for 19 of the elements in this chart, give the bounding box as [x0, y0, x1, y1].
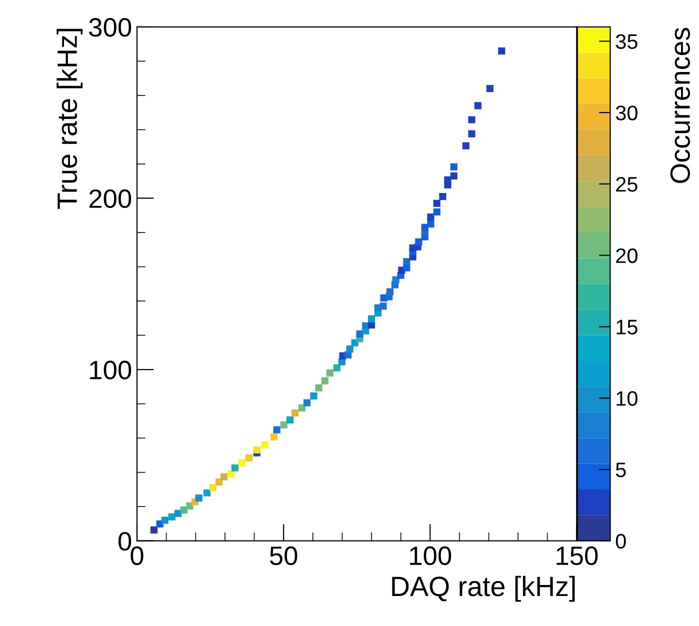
x-tick-label: 0 [130, 546, 144, 566]
x-axis-title: DAQ rate [kHz] [392, 576, 575, 602]
color-bar-label: 20 [616, 248, 638, 264]
y-axis-title: True rate [kHz] [56, 28, 83, 209]
color-bar-label: 15 [616, 320, 638, 334]
y-tick-label: 200 [89, 189, 132, 208]
x-tick-label: 50 [270, 546, 298, 566]
color-bar-label: 30 [616, 106, 638, 120]
x-tick-label: 150 [556, 546, 598, 566]
y-tick-label: 0 [118, 532, 132, 551]
color-bar-label: 5 [616, 462, 626, 478]
color-bar-label: 10 [616, 391, 638, 406]
color-bar-label: 35 [616, 34, 638, 49]
y-tick-label: 300 [89, 18, 132, 37]
color-bar-title: Occurrences [670, 28, 690, 184]
color-bar-label: 25 [616, 176, 638, 192]
x-tick-label: 100 [410, 546, 452, 566]
color-bar-label: 0 [616, 534, 626, 549]
y-tick-label: 100 [90, 360, 132, 380]
